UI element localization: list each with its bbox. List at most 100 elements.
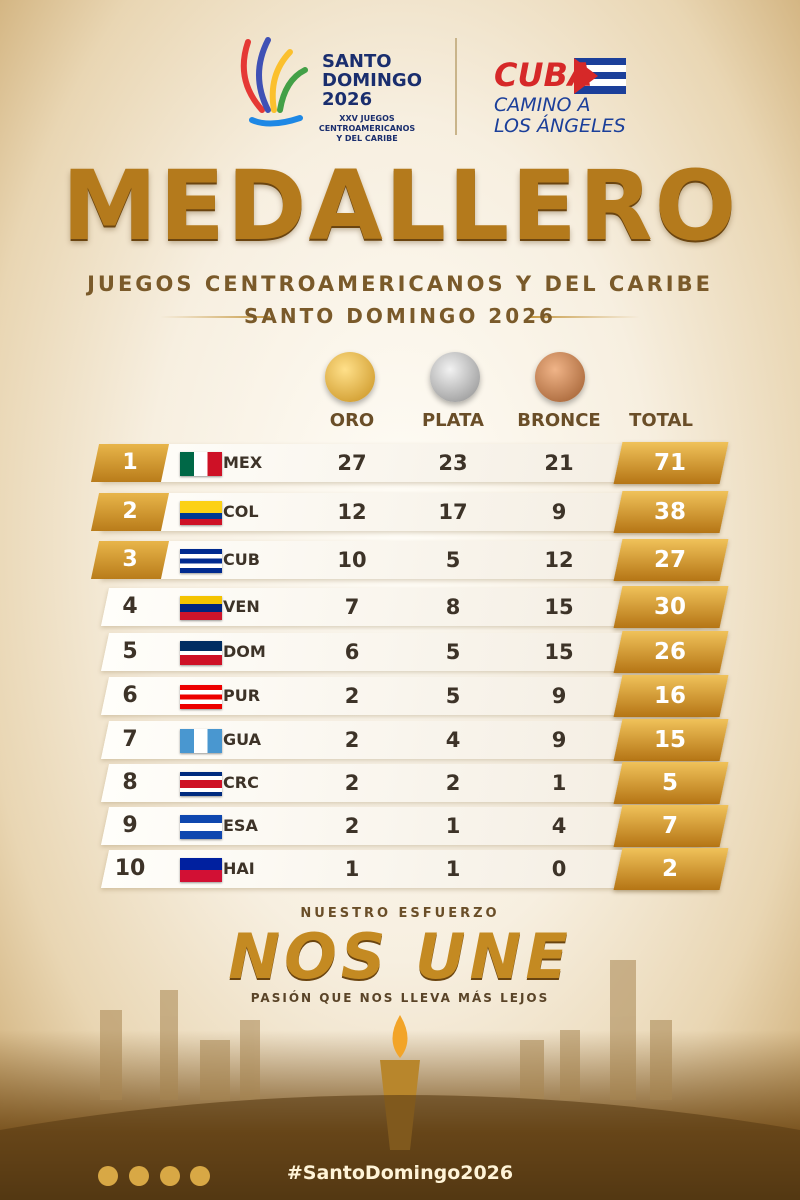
rank: 1	[122, 450, 138, 475]
tagline-line: CAMINO A	[494, 94, 591, 116]
medal-count: 8	[445, 595, 461, 619]
country-code: CRC	[223, 773, 259, 792]
country-code: HAI	[223, 859, 255, 878]
cuba-tagline: CAMINO A LOS ÁNGELES	[494, 95, 626, 137]
medal-count: 2	[445, 771, 461, 795]
rank: 5	[122, 639, 138, 664]
games-logo-text: SANTO DOMINGO 2026	[322, 52, 422, 109]
rank: 2	[122, 499, 138, 524]
title: MEDALLERO	[61, 150, 739, 262]
medal-count: 5	[445, 684, 461, 708]
subtitle-2: SANTO DOMINGO 2026	[244, 304, 556, 328]
total: 5	[661, 770, 678, 796]
rank: 4	[122, 594, 138, 619]
medal-count: 9	[551, 728, 567, 752]
caption-line: XXV JUEGOS CENTROAMERICANOS	[318, 114, 416, 133]
divider-line	[160, 316, 270, 318]
country-code: DOM	[223, 642, 266, 661]
table-row: 7 GUA 2 4 9 15	[95, 719, 729, 761]
hashtag: #SantoDomingo2026	[286, 1162, 514, 1184]
flag	[180, 772, 222, 796]
medal-count: 1	[551, 771, 567, 795]
medal-count: 9	[551, 500, 567, 524]
country-code: ESA	[223, 816, 258, 835]
games-logo-caption: XXV JUEGOS CENTROAMERICANOS Y DEL CARIBE	[292, 114, 442, 144]
medal-count: 4	[445, 728, 461, 752]
flag	[180, 452, 222, 476]
bronze-medal	[535, 352, 585, 402]
total: 16	[653, 683, 686, 709]
flag	[180, 815, 222, 839]
slogan-kicker: NUESTRO ESFUERZO	[300, 906, 500, 921]
table-row: 8 CRC 2 2 1 5	[95, 762, 729, 804]
stadium	[0, 1095, 800, 1200]
caption-line: Y DEL CARIBE	[336, 134, 398, 143]
total: 71	[653, 450, 686, 476]
medal-count: 1	[445, 857, 461, 881]
medal-count: 21	[544, 451, 574, 475]
medal-count: 17	[438, 500, 468, 524]
medal-count: 12	[337, 500, 367, 524]
column-header: TOTAL	[629, 410, 693, 431]
flag	[180, 729, 222, 753]
total: 38	[653, 499, 686, 525]
table-row: 10 HAI 1 1 0 2	[95, 848, 729, 890]
rank: 9	[122, 813, 138, 838]
medal-count: 9	[551, 684, 567, 708]
total: 26	[653, 639, 686, 665]
flag	[180, 641, 222, 665]
total: 30	[653, 594, 686, 620]
flag	[180, 858, 222, 882]
flag	[180, 501, 222, 525]
country-code: GUA	[223, 730, 262, 749]
column-header: BRONCE	[517, 410, 601, 431]
medal-count: 1	[344, 857, 360, 881]
medal-count: 15	[544, 595, 574, 619]
country-code: CUB	[223, 550, 260, 569]
flag	[180, 596, 222, 620]
medal-count: 10	[337, 548, 367, 572]
rank: 3	[122, 547, 138, 572]
medal-count: 0	[551, 857, 567, 881]
total: 15	[653, 727, 686, 753]
subtitle: JUEGOS CENTROAMERICANOS Y DEL CARIBE	[87, 272, 713, 296]
medal-count: 6	[344, 640, 360, 664]
medal-count: 2	[344, 684, 360, 708]
medal-count: 15	[544, 640, 574, 664]
rank: 8	[122, 770, 138, 795]
medal-count: 23	[438, 451, 468, 475]
medal-count: 5	[445, 640, 461, 664]
table-row: 2 COL 12 17 9 38	[90, 491, 729, 533]
games-emblem	[240, 37, 308, 127]
skyline	[100, 960, 672, 1100]
table-row: 6 PUR 2 5 9 16	[95, 675, 729, 717]
medal-count: 12	[544, 548, 574, 572]
slogan-tagline: PASIÓN QUE NOS LLEVA MÁS LEJOS	[250, 991, 550, 1005]
medal-count: 7	[344, 595, 360, 619]
medal-count: 2	[344, 814, 360, 838]
table-row: 5 DOM 6 5 15 26	[95, 631, 729, 673]
gold-medal	[325, 352, 375, 402]
table-row: 9 ESA 2 1 4 7	[95, 805, 729, 847]
rank: 6	[122, 683, 138, 708]
rank: 7	[122, 727, 138, 752]
country-code: MEX	[223, 453, 263, 472]
medal-count: 4	[551, 814, 567, 838]
table-row: 4 VEN 7 8 15 30	[95, 586, 729, 628]
tagline-line: LOS ÁNGELES	[494, 115, 626, 137]
table-row: 3 CUB 10 5 12 27	[90, 539, 729, 581]
column-header: ORO	[329, 410, 375, 431]
total: 7	[661, 813, 678, 839]
games-logo-line: DOMINGO	[322, 70, 422, 91]
medal-count: 27	[337, 451, 367, 475]
silver-medal	[430, 352, 480, 402]
country-code: PUR	[223, 686, 261, 705]
medal-count: 5	[445, 548, 461, 572]
torch-flame	[392, 1015, 408, 1058]
medal-count: 2	[344, 771, 360, 795]
games-logo-line: SANTO	[322, 51, 392, 72]
table-row: 1 MEX 27 23 21 71	[90, 442, 729, 484]
games-logo-line: 2026	[322, 89, 373, 110]
flag	[180, 685, 222, 709]
